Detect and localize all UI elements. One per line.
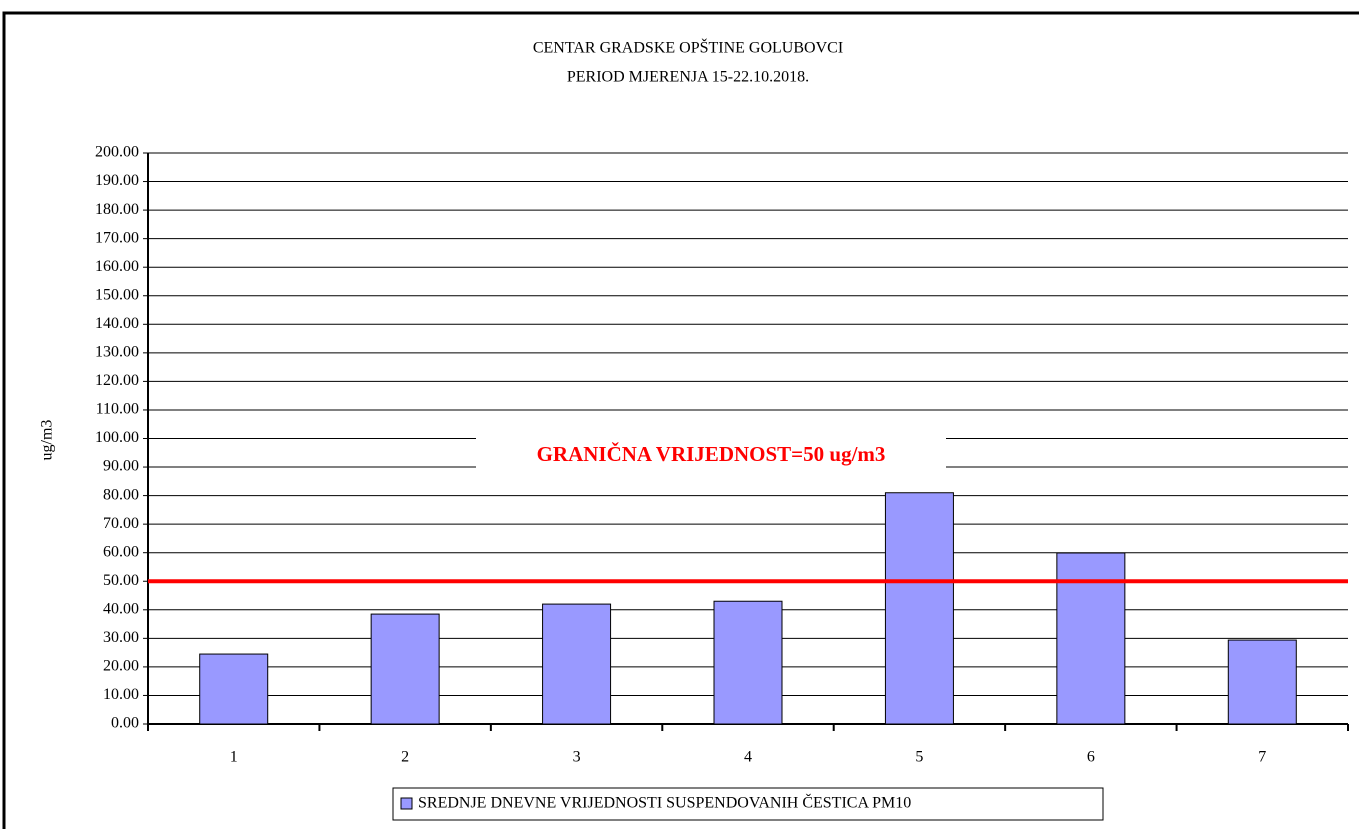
- y-tick-label: 160.00: [95, 258, 139, 275]
- y-tick-label: 70.00: [103, 515, 139, 532]
- bar: [1227, 639, 1297, 725]
- y-tick-label: 0.00: [111, 715, 139, 732]
- y-tick-label: 190.00: [95, 172, 139, 189]
- threshold-label-bg: [476, 438, 946, 472]
- y-tick-label: 200.00: [95, 144, 139, 161]
- bar: [884, 492, 954, 725]
- legend-swatch: [400, 797, 413, 810]
- y-tick-label: 140.00: [95, 315, 139, 332]
- legend-label: SREDNJE DNEVNE VRIJEDNOSTI SUSPENDOVANIH…: [418, 793, 911, 812]
- y-tick-label: 150.00: [95, 286, 139, 303]
- y-tick-label: 100.00: [95, 429, 139, 446]
- y-tick-label: 110.00: [96, 401, 139, 418]
- y-tick-label: 120.00: [95, 372, 139, 389]
- x-tick-label: 3: [573, 749, 581, 766]
- x-tick-label: 7: [1258, 749, 1266, 766]
- y-tick-label: 130.00: [95, 344, 139, 361]
- chart-title: CENTAR GRADSKE OPŠTINE GOLUBOVCI: [533, 38, 843, 57]
- bar: [1056, 552, 1126, 725]
- x-tick-label: 5: [915, 749, 923, 766]
- y-tick-label: 60.00: [103, 543, 139, 560]
- y-tick-label: 80.00: [103, 486, 139, 503]
- y-tick-label: 90.00: [103, 458, 139, 475]
- y-tick-label: 20.00: [103, 658, 139, 675]
- chart-subtitle: PERIOD MJERENJA 15-22.10.2018.: [567, 69, 809, 86]
- y-tick-label: 30.00: [103, 629, 139, 646]
- y-tick-label: 180.00: [95, 201, 139, 218]
- y-tick-label: 40.00: [103, 600, 139, 617]
- threshold-label: GRANIČNA VRIJEDNOST=50 ug/m3: [537, 442, 886, 466]
- bar: [370, 613, 440, 725]
- x-tick-label: 2: [401, 749, 409, 766]
- bar: [713, 600, 783, 725]
- bar: [199, 653, 269, 725]
- x-tick-label: 6: [1087, 749, 1095, 766]
- y-tick-label: 10.00: [103, 686, 139, 703]
- x-tick-label: 4: [744, 749, 752, 766]
- x-tick-label: 1: [230, 749, 238, 766]
- y-tick-label: 170.00: [95, 229, 139, 246]
- bar: [542, 603, 612, 725]
- legend-box: [392, 787, 1104, 821]
- y-axis-label: ug/m3: [39, 420, 56, 461]
- y-tick-label: 50.00: [103, 572, 139, 589]
